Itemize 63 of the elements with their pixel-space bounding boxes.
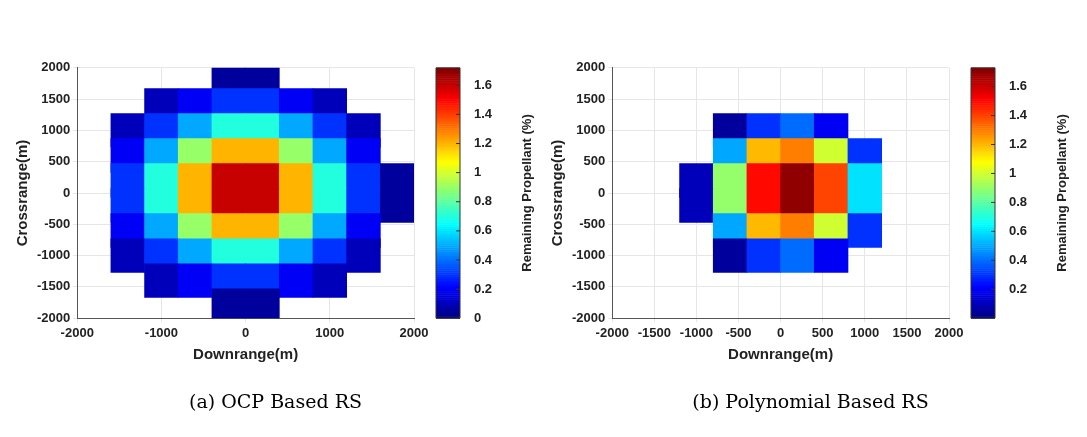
- color-bar-label: 0.2: [474, 280, 493, 296]
- color-bar-label: 1.6: [1009, 78, 1028, 94]
- y-tick-label: -2000: [572, 309, 606, 325]
- x-tick-label: 2000: [934, 324, 964, 340]
- point: [746, 238, 781, 273]
- color-bar-label: 0.8: [1009, 193, 1028, 209]
- text: (a) OCP Based RS: [188, 390, 363, 412]
- color-bar-label: 1.2: [1009, 136, 1028, 152]
- color-bar-label: 1.6: [474, 76, 493, 92]
- x-tick-label: 1000: [850, 324, 880, 340]
- x-tick-label: 2000: [399, 324, 429, 340]
- x-axis-title: Downrange(m): [728, 344, 834, 362]
- y-tick-label: -1500: [572, 278, 606, 294]
- point: [847, 213, 882, 248]
- x-tick-label: -1500: [637, 324, 671, 340]
- color-bar-title: Remaining Propellant (%): [518, 114, 534, 272]
- y-tick-label: -1000: [572, 247, 606, 263]
- color-bar-label: 0.2: [1009, 280, 1028, 296]
- x-tick-label: 1000: [315, 324, 345, 340]
- y-axis-title: Crossrange(m): [13, 139, 31, 247]
- y-tick-label: 500: [583, 153, 606, 169]
- x-tick-label: -500: [725, 324, 752, 340]
- color-bar-label: 1: [474, 164, 482, 180]
- point: [679, 188, 714, 223]
- color-bar-label: 0.8: [474, 193, 493, 209]
- x-tick-label: -1000: [144, 324, 179, 340]
- y-tick-label: 2000: [41, 59, 71, 75]
- color-bar-label: 1.4: [1009, 107, 1028, 123]
- x-tick-label: -2000: [595, 324, 629, 340]
- y-tick-label: 1500: [576, 90, 606, 106]
- y-axis-title: Crossrange(m): [548, 139, 566, 247]
- x-tick-label: -1000: [679, 324, 714, 340]
- y-tick-label: -500: [579, 215, 606, 231]
- y-tick-label: 1000: [41, 121, 71, 137]
- x-tick-label: 0: [777, 324, 785, 340]
- y-tick-label: 500: [48, 153, 71, 169]
- color-bar-label: 1.2: [474, 135, 493, 151]
- y-tick-label: 2000: [576, 59, 606, 75]
- y-tick-label: 1000: [576, 121, 606, 137]
- point: [712, 238, 748, 273]
- color-bar-label: 0.4: [474, 251, 493, 267]
- y-tick-label: -500: [44, 215, 71, 231]
- point: [780, 238, 815, 273]
- color-bar-label: 1.4: [474, 105, 493, 121]
- x-tick-label: 1500: [892, 324, 922, 340]
- y-tick-label: -2000: [37, 309, 71, 325]
- y-tick-label: 1500: [41, 90, 71, 106]
- text: (b) Polynomial Based RS: [691, 390, 930, 412]
- y-tick-label: 0: [63, 184, 71, 200]
- y-tick-label: 0: [598, 184, 606, 200]
- x-tick-label: 0: [242, 324, 250, 340]
- y-tick-label: -1000: [37, 247, 71, 263]
- color-bar-title: Remaining Propellant (%): [1053, 114, 1069, 272]
- color-bar-label: 1: [1009, 165, 1017, 181]
- x-tick-label: -2000: [60, 324, 94, 340]
- x-tick-label: 500: [811, 324, 834, 340]
- color-bar-label: 0.6: [474, 222, 493, 238]
- color-bar-label: 0.4: [1009, 251, 1028, 267]
- x-axis-title: Downrange(m): [193, 344, 299, 362]
- point: [813, 238, 849, 273]
- color-bar-label: 0.6: [1009, 222, 1028, 238]
- color-bar-label: 0: [474, 309, 482, 325]
- y-tick-label: -1500: [37, 278, 71, 294]
